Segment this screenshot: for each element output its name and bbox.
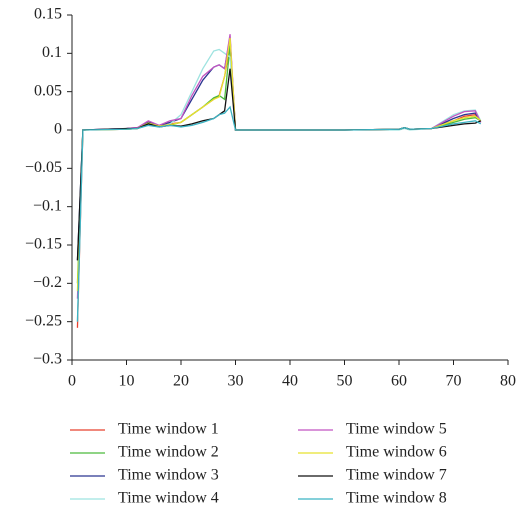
series-line xyxy=(76,48,482,322)
legend-label: Time window 2 xyxy=(118,444,219,461)
series-line xyxy=(76,37,482,292)
x-tick-label: 50 xyxy=(337,373,353,390)
legend-label: Time window 8 xyxy=(346,490,447,507)
y-tick-label: 0.05 xyxy=(34,82,62,99)
legend-label: Time window 3 xyxy=(118,467,219,484)
x-tick-label: 60 xyxy=(391,373,407,390)
y-tick-label: −0.3 xyxy=(33,351,62,368)
series-line xyxy=(76,45,482,328)
legend-label: Time window 6 xyxy=(346,444,447,461)
x-tick-label: 30 xyxy=(228,373,244,390)
legend-label: Time window 7 xyxy=(346,467,447,484)
y-tick-label: −0.05 xyxy=(25,159,62,176)
legend-label: Time window 1 xyxy=(118,421,219,438)
x-tick-label: 80 xyxy=(500,373,516,390)
y-tick-label: −0.1 xyxy=(33,197,62,214)
x-tick-label: 40 xyxy=(282,373,298,390)
y-tick-label: 0.15 xyxy=(34,6,62,23)
x-tick-label: 70 xyxy=(446,373,462,390)
series-line xyxy=(76,105,482,322)
y-tick-label: −0.25 xyxy=(25,312,62,329)
legend-label: Time window 5 xyxy=(346,421,447,438)
y-tick-label: 0.1 xyxy=(42,44,62,61)
series-line xyxy=(76,68,482,261)
y-tick-label: −0.2 xyxy=(33,274,62,291)
x-tick-label: 20 xyxy=(173,373,189,390)
legend-label: Time window 4 xyxy=(118,490,219,507)
y-tick-label: −0.15 xyxy=(25,236,62,253)
series-line xyxy=(76,37,482,261)
x-tick-label: 0 xyxy=(68,373,76,390)
series-line xyxy=(76,45,482,284)
y-tick-label: 0 xyxy=(54,121,62,138)
series-line xyxy=(76,34,482,299)
x-tick-label: 10 xyxy=(119,373,135,390)
